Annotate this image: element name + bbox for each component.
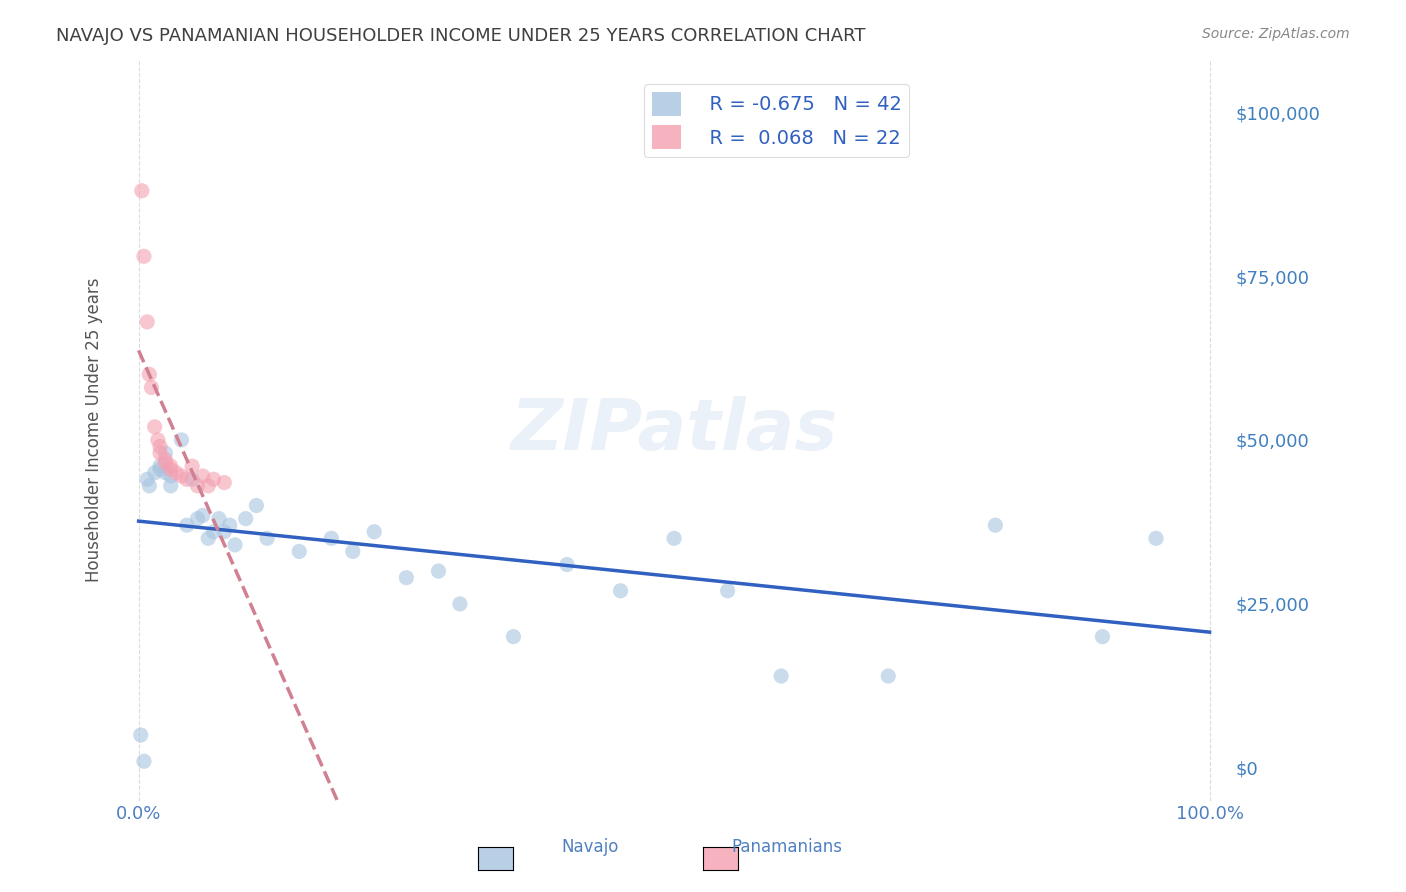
Point (717, 583, 740, 598)
Point (214, 524, 236, 539)
Point (132, 249, 155, 263)
Point (662, 531, 685, 545)
Point (143, 420, 166, 434)
Point (609, 583, 631, 598)
Point (149, 462, 172, 476)
Point (155, 466, 177, 480)
Text: Navajo: Navajo (562, 838, 619, 856)
Point (363, 524, 385, 539)
Point (427, 564, 450, 578)
Point (170, 433, 193, 447)
Point (984, 518, 1007, 533)
Point (181, 459, 204, 474)
Point (256, 531, 278, 545)
Point (136, 472, 159, 486)
Point (141, 380, 163, 394)
Point (235, 511, 257, 525)
Point (1144, 531, 1167, 545)
Point (186, 511, 208, 525)
Point (149, 440, 172, 454)
Point (245, 499, 267, 513)
Point (159, 469, 181, 483)
Point (146, 433, 169, 447)
Point (288, 544, 311, 558)
Point (197, 479, 219, 493)
Y-axis label: Householder Income Under 25 years: Householder Income Under 25 years (86, 278, 103, 582)
Point (159, 462, 181, 476)
Point (129, 728, 152, 742)
Point (191, 508, 214, 523)
Point (131, 184, 153, 198)
Point (149, 446, 172, 460)
Point (208, 511, 231, 525)
Point (159, 479, 181, 493)
Text: ZIPatlas: ZIPatlas (510, 396, 838, 465)
Point (136, 315, 159, 329)
Point (143, 466, 166, 480)
Point (138, 479, 160, 493)
Point (149, 459, 172, 474)
Point (155, 452, 177, 467)
Point (181, 472, 204, 486)
Point (449, 597, 471, 611)
Point (138, 368, 160, 382)
Legend:   R = -0.675   N = 42,   R =  0.068   N = 22: R = -0.675 N = 42, R = 0.068 N = 22 (644, 84, 910, 157)
Point (218, 518, 240, 533)
Point (770, 669, 793, 683)
Point (502, 630, 524, 644)
Point (165, 466, 187, 480)
Point (877, 669, 900, 683)
Point (176, 518, 198, 533)
Point (202, 524, 225, 539)
Point (214, 475, 236, 490)
Point (342, 544, 364, 558)
Text: Source: ZipAtlas.com: Source: ZipAtlas.com (1202, 27, 1350, 41)
Point (159, 459, 181, 474)
Point (197, 531, 219, 545)
Point (132, 754, 155, 768)
Point (155, 446, 177, 460)
Text: NAVAJO VS PANAMANIAN HOUSEHOLDER INCOME UNDER 25 YEARS CORRELATION CHART: NAVAJO VS PANAMANIAN HOUSEHOLDER INCOME … (56, 27, 866, 45)
Point (191, 469, 214, 483)
Point (176, 472, 198, 486)
Point (155, 456, 177, 470)
Point (1091, 630, 1114, 644)
Point (555, 558, 578, 572)
Point (395, 571, 418, 585)
Text: Panamanians: Panamanians (733, 838, 842, 856)
Point (202, 472, 225, 486)
Point (186, 479, 208, 493)
Point (224, 538, 246, 552)
Point (321, 531, 343, 545)
Point (170, 469, 193, 483)
